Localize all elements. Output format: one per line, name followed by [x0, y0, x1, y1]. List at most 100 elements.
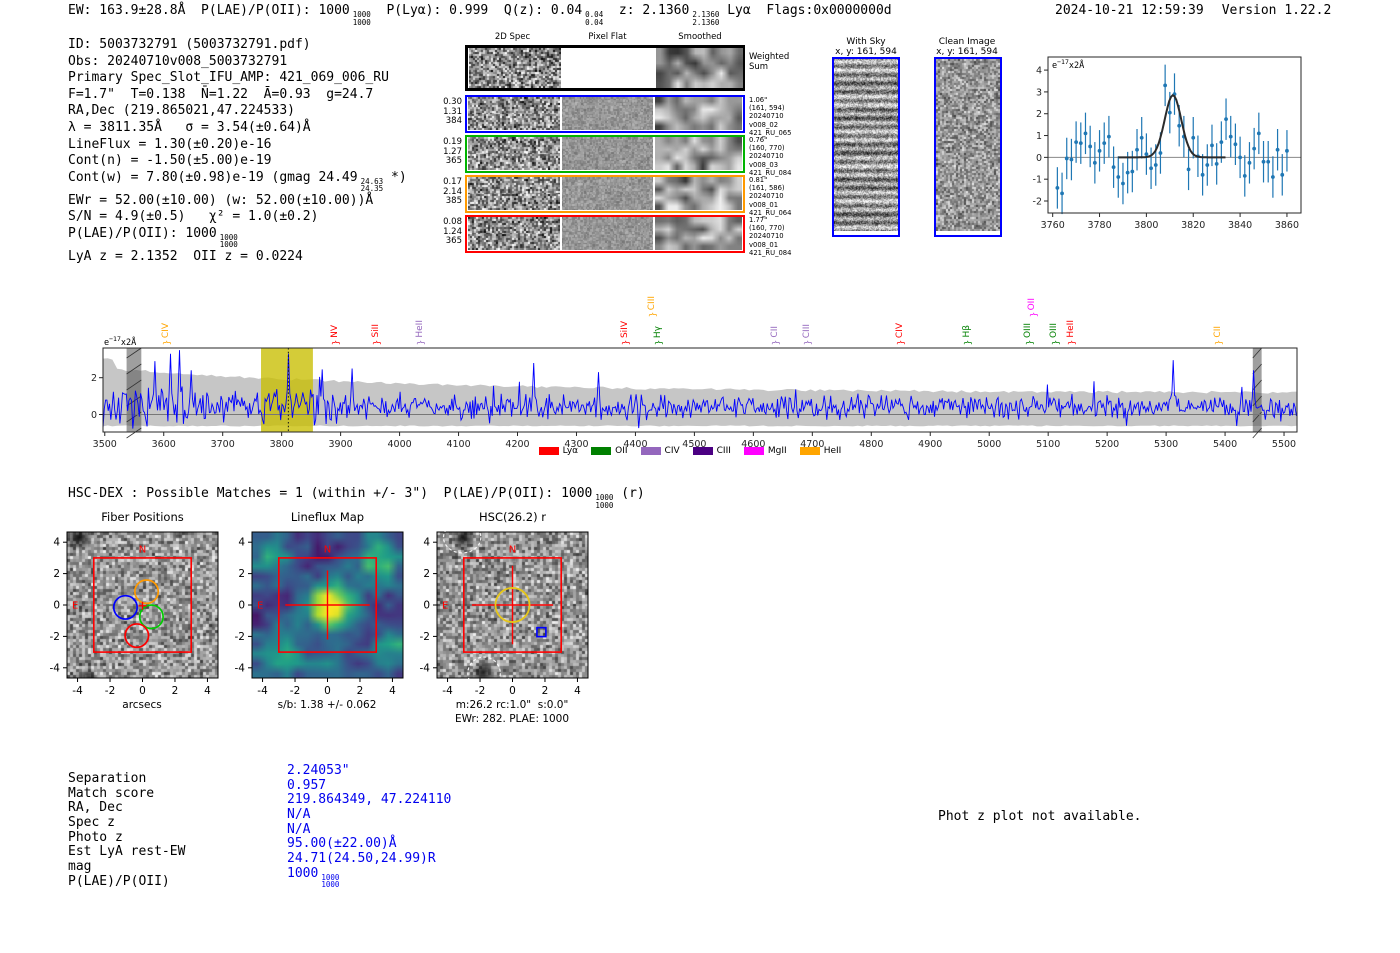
spec2d-row-left-values: 0.30 1.31 384 [443, 97, 462, 126]
svg-text:4700: 4700 [800, 439, 824, 450]
match-row-value-text: 2.24053" [287, 763, 350, 778]
lineflux-map-overlay: -4 -4 -2 -2 0 0 2 2 4 4 N E [235, 531, 404, 697]
match-row-label: Spec z [68, 814, 115, 830]
withsky-title: With Sky [846, 37, 886, 47]
match-row-value: 0.957 [287, 778, 326, 793]
match-row-3: Spec z N/A [68, 807, 451, 831]
svg-text:E: E [257, 601, 263, 612]
svg-text:0: 0 [1036, 153, 1042, 164]
svg-text:N: N [139, 544, 146, 555]
spec2d-row-left-values: 0.17 2.14 385 [443, 177, 462, 206]
match-row-value-text: N/A [287, 821, 311, 837]
svg-text:3860: 3860 [1275, 220, 1299, 231]
info-line-10: S/N = 4.9(±0.5) χ² = 1.0(±0.2) [68, 209, 407, 226]
hsc-cutout-title: HSC(26.2) r [479, 510, 546, 524]
emission-line-bracket: { [1027, 311, 1038, 318]
emission-line-text: CII [1213, 326, 1224, 338]
emission-line-bracket: { [1023, 339, 1034, 346]
match-row-6: mag 24.71(24.50,24.99)R [68, 851, 451, 875]
legend-item-CIV: CIV [640, 446, 680, 456]
legend-item-MgII: MgII [743, 446, 787, 456]
spec2d-flat-image [562, 97, 653, 130]
svg-text:4600: 4600 [741, 439, 765, 450]
hsc-cutout-caption-2: EWr: 282. PLAE: 1000 [454, 713, 570, 725]
match-row-value-text: 1000 [287, 865, 319, 881]
svg-text:-1: -1 [1033, 175, 1042, 186]
svg-text:5500: 5500 [1272, 439, 1296, 450]
emission-line-label-CIII: CIII{ [647, 296, 657, 319]
svg-text:-2: -2 [1033, 197, 1042, 208]
mainspec-flux-unit-label: e−17x2Å [104, 335, 136, 348]
emission-line-text: HeII [414, 320, 425, 338]
info-line-0-text: ID: 5003732791 (5003732791.pdf) [68, 37, 311, 52]
svg-text:E: E [72, 601, 78, 612]
header-meta: 2024-10-21 12:59:39 Version 1.22.2 [1055, 3, 1331, 19]
emission-line-bracket: { [620, 339, 631, 346]
spec2d-row-right-info: 1.77" (160, 770) 20240710 v008_01 421_RU_084 [749, 216, 792, 257]
emission-line-text: Hβ [961, 325, 972, 338]
emission-line-bracket: { [1049, 339, 1060, 346]
header-summary-text: z: 2.1360 [603, 3, 690, 18]
info-line-6-text: LineFlux = 1.30(±0.20)e-16 [68, 136, 272, 152]
match-row-4: Photo z N/A [68, 822, 451, 846]
info-line-8-text: Cont(w) = 7.80(±0.98)e-19 (gmag 24.49 [68, 169, 358, 185]
full-spectrum-plot: 3500 3600 3700 3800 3900 4000 4100 4200 4300 4400… [91, 347, 1298, 450]
match-row-label: mag [68, 858, 92, 874]
match-row-value-text: N/A [287, 806, 311, 822]
header-summary-fraction: 0.04 0.04 [585, 10, 604, 27]
match-row-value-fraction: 1000 1000 [321, 872, 340, 890]
emission-line-bracket: { [770, 339, 781, 346]
catalog-match-table: Separation2.24053" Match score0.957 RA, De… [68, 763, 451, 897]
legend-item-Lyα: Lyα [538, 446, 578, 456]
fitplot-flux-unit-label: e−17x2Å [1052, 58, 1084, 71]
svg-text:4: 4 [204, 685, 211, 697]
withsky-image [834, 59, 898, 231]
spec2d-smoothed-image [655, 137, 742, 170]
svg-text:4300: 4300 [564, 439, 588, 450]
svg-text:3500: 3500 [93, 439, 117, 450]
svg-text:-2: -2 [50, 631, 60, 643]
svg-text:-4: -4 [420, 662, 431, 674]
emission-line-text: NV [329, 325, 340, 338]
withsky-frame [832, 57, 900, 237]
svg-text:N: N [509, 544, 516, 555]
spec2d-row-left-values: 0.19 1.27 365 [443, 137, 462, 166]
hsc-cutout-caption-1: m:26.2 rc:1.0" s:0.0" [455, 699, 569, 711]
info-line-7-text: Cont(n) = -1.50(±5.00)e-19 [68, 153, 272, 169]
spec2d-row [465, 45, 745, 91]
emission-line-label-NV: NV{ [330, 325, 340, 347]
emission-line-text: CIII [647, 295, 658, 310]
svg-text:4000: 4000 [387, 439, 411, 450]
info-line-4-text: RA,Dec (219.865021,47.224533) [68, 103, 295, 119]
emission-line-label-CII: CII{ [770, 326, 780, 347]
info-line-3: F=1.7" T=0.138 N̄=1.22 Ā=0.93 g=24.7 [68, 87, 407, 104]
svg-text:4800: 4800 [859, 439, 883, 450]
svg-text:4: 4 [389, 685, 396, 697]
info-line-7: Cont(n) = -1.50(±5.00)e-19 [68, 153, 407, 170]
fiber-positions-title: Fiber Positions [101, 510, 184, 524]
svg-text:5300: 5300 [1154, 439, 1178, 450]
line-fit-plot: 3760 3780 3800 3820 3840 3860 -2 -1 0 1 2 3 4 [1033, 56, 1302, 231]
flux-label-sup: −17 [1057, 58, 1069, 66]
cleanimage-subtitle: x, y: 161, 594 [936, 47, 998, 57]
match-row-7: P(LAE)/P(OII) 1000 1000 1000 [68, 866, 451, 897]
header-summary-text: Lyα Flags:0x0000000d [719, 3, 892, 18]
emission-line-bracket: { [895, 339, 906, 346]
spec2d-header-smoothed: Smoothed [678, 32, 722, 42]
emission-line-label-Hβ: Hβ{ [962, 325, 972, 347]
svg-text:3700: 3700 [211, 439, 235, 450]
svg-text:4100: 4100 [446, 439, 470, 450]
svg-text:3900: 3900 [329, 439, 353, 450]
svg-text:3: 3 [1036, 87, 1042, 98]
flux-label-rest: x2Å [120, 338, 137, 348]
flux-label-base: e [104, 338, 110, 348]
svg-text:0: 0 [139, 685, 146, 697]
svg-text:-4: -4 [72, 685, 83, 697]
spec2d-header-pixelflat: Pixel Flat [588, 32, 627, 42]
flux-label-rest: x2Å [1068, 61, 1085, 71]
svg-text:3800: 3800 [1134, 220, 1158, 231]
info-line-5: λ = 3811.35Å σ = 3.54(±0.64)Å [68, 120, 407, 137]
match-row-value: 219.864349, 47.224110 [287, 792, 451, 807]
match-row-value-text: 219.864349, 47.224110 [287, 792, 452, 808]
